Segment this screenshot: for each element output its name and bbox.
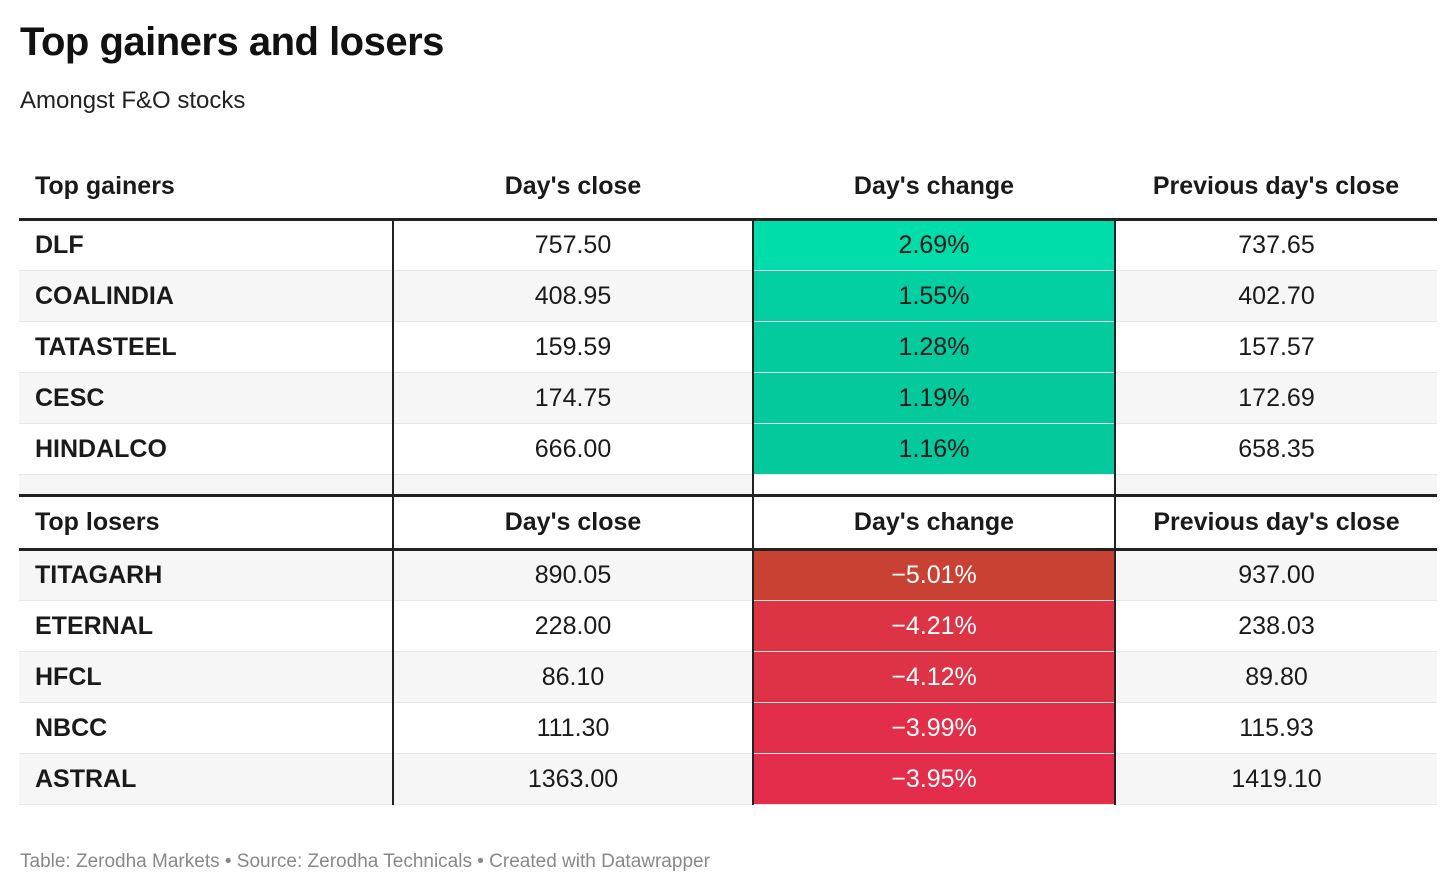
column-header-top-gainers[interactable]: Top gainers (19, 155, 393, 221)
table-row: DLF 757.50 2.69% 737.65 (19, 219, 1437, 271)
column-header-previous-close: Previous day's close (1114, 495, 1437, 551)
days-change-value: 2.69% (752, 219, 1115, 271)
days-close-value: 159.59 (392, 321, 753, 373)
days-change-value: 1.55% (752, 270, 1115, 322)
days-change-value: −4.12% (752, 651, 1115, 703)
stock-name: NBCC (19, 702, 393, 754)
previous-close-value: 172.69 (1114, 372, 1437, 424)
column-header-days-change: Day's change (752, 495, 1115, 551)
days-change-value: 1.19% (752, 372, 1115, 424)
section-divider (19, 474, 1437, 497)
days-change-value: −3.95% (752, 753, 1115, 805)
previous-close-value: 238.03 (1114, 600, 1437, 652)
previous-close-value: 658.35 (1114, 423, 1437, 475)
divider-cell (19, 474, 393, 497)
column-header-days-change[interactable]: Day's change (753, 155, 1115, 221)
days-close-value: 111.30 (392, 702, 753, 754)
previous-close-value: 157.57 (1114, 321, 1437, 373)
previous-close-value: 1419.10 (1114, 753, 1437, 805)
table-row: TATASTEEL 159.59 1.28% 157.57 (19, 321, 1437, 373)
divider-cell (392, 474, 753, 497)
column-header-top-losers: Top losers (19, 495, 393, 551)
stock-name: TITAGARH (19, 549, 393, 601)
stock-name: HINDALCO (19, 423, 393, 475)
days-change-value: 1.16% (752, 423, 1115, 475)
previous-close-value: 937.00 (1114, 549, 1437, 601)
days-close-value: 1363.00 (392, 753, 753, 805)
stock-name: COALINDIA (19, 270, 393, 322)
previous-close-value: 402.70 (1114, 270, 1437, 322)
table-row: ASTRAL 1363.00 −3.95% 1419.10 (19, 753, 1437, 805)
table-row: HINDALCO 666.00 1.16% 658.35 (19, 423, 1437, 475)
days-change-value: 1.28% (752, 321, 1115, 373)
days-change-value: −5.01% (752, 549, 1115, 601)
stock-name: ASTRAL (19, 753, 393, 805)
table-row: ETERNAL 228.00 −4.21% 238.03 (19, 600, 1437, 652)
table-row: COALINDIA 408.95 1.55% 402.70 (19, 270, 1437, 322)
days-close-value: 757.50 (392, 219, 753, 271)
table-row: TITAGARH 890.05 −5.01% 937.00 (19, 549, 1437, 601)
days-close-value: 666.00 (392, 423, 753, 475)
stock-name: CESC (19, 372, 393, 424)
previous-close-value: 115.93 (1114, 702, 1437, 754)
days-close-value: 228.00 (392, 600, 753, 652)
divider-cell (1114, 474, 1437, 497)
page-subtitle: Amongst F&O stocks (20, 87, 246, 114)
page-title: Top gainers and losers (20, 20, 444, 64)
previous-close-value: 737.65 (1114, 219, 1437, 271)
days-close-value: 86.10 (392, 651, 753, 703)
gainers-losers-table: Top gainers Day's close Day's change Pre… (19, 155, 1437, 805)
gainers-header-row: Top gainers Day's close Day's change Pre… (19, 155, 1437, 221)
days-change-value: −3.99% (752, 702, 1115, 754)
divider-cell (752, 474, 1115, 497)
days-change-value: −4.21% (752, 600, 1115, 652)
days-close-value: 408.95 (392, 270, 753, 322)
stock-name: TATASTEEL (19, 321, 393, 373)
stock-name: DLF (19, 219, 393, 271)
column-header-days-close[interactable]: Day's close (393, 155, 753, 221)
table-row: NBCC 111.30 −3.99% 115.93 (19, 702, 1437, 754)
losers-header-row: Top losers Day's close Day's change Prev… (19, 495, 1437, 551)
stock-name: ETERNAL (19, 600, 393, 652)
days-close-value: 890.05 (392, 549, 753, 601)
source-footer: Table: Zerodha Markets • Source: Zerodha… (20, 851, 710, 872)
days-close-value: 174.75 (392, 372, 753, 424)
table-row: CESC 174.75 1.19% 172.69 (19, 372, 1437, 424)
column-header-days-close: Day's close (392, 495, 753, 551)
stock-name: HFCL (19, 651, 393, 703)
previous-close-value: 89.80 (1114, 651, 1437, 703)
column-header-previous-close[interactable]: Previous day's close (1115, 155, 1437, 221)
table-row: HFCL 86.10 −4.12% 89.80 (19, 651, 1437, 703)
